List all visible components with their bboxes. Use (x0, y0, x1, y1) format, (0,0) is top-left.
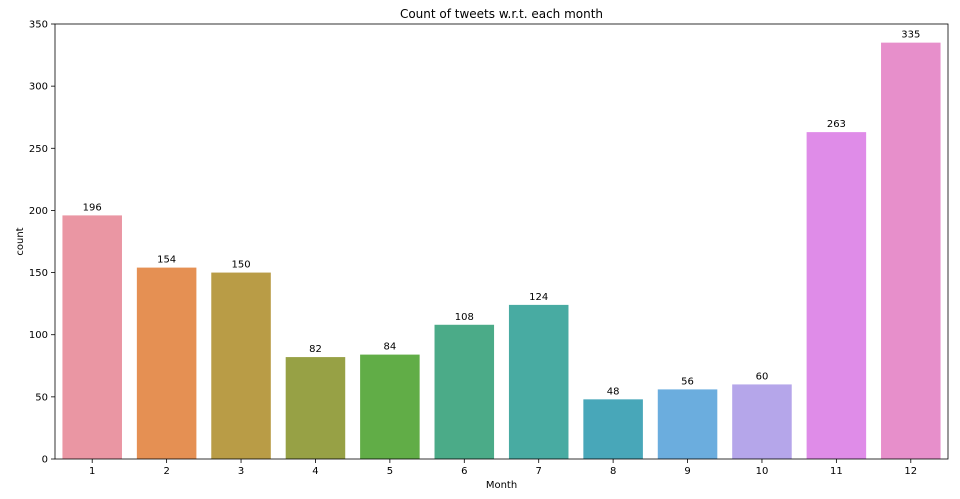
x-tick-label-2: 2 (163, 466, 169, 477)
y-tick-label-2: 100 (29, 330, 48, 341)
bar-5 (360, 354, 420, 459)
bar-7 (508, 304, 569, 459)
y-tick-label-4: 200 (29, 206, 48, 217)
bar-1 (62, 215, 122, 459)
x-tick-label-9: 9 (684, 466, 690, 477)
bar-11 (806, 132, 867, 459)
bar-4 (285, 357, 346, 459)
x-tick-label-11: 11 (830, 466, 843, 477)
bars-group: 196 154 150 82 84 108 124 48 56 60 263 335 (62, 30, 941, 460)
bar-value-label-3: 150 (231, 260, 250, 271)
x-tick-label-4: 4 (312, 466, 318, 477)
x-tick-label-6: 6 (461, 466, 467, 477)
y-tick-label-1: 50 (35, 392, 48, 403)
bar-12 (881, 42, 941, 460)
bar-value-label-10: 60 (756, 371, 769, 382)
x-tick-label-8: 8 (610, 466, 616, 477)
bar-value-label-5: 84 (384, 342, 397, 353)
bar-value-label-12: 335 (901, 30, 920, 41)
y-axis-label: count (15, 227, 26, 255)
bar-2 (136, 267, 197, 459)
bar-8 (583, 399, 643, 459)
bar-6 (434, 324, 495, 459)
bar-value-label-1: 196 (83, 202, 102, 213)
x-tick-label-1: 1 (89, 466, 95, 477)
y-tick-label-3: 150 (29, 268, 48, 279)
y-tick-label-6: 300 (29, 82, 48, 93)
y-tick-label-0: 0 (42, 455, 48, 466)
bar-10 (732, 384, 792, 459)
x-tick-label-10: 10 (756, 466, 769, 477)
chart-title: Count of tweets w.r.t. each month (400, 7, 603, 21)
y-tick-label-5: 250 (29, 144, 48, 155)
x-axis-label: Month (486, 480, 517, 491)
bar-value-label-4: 82 (309, 344, 322, 355)
x-axis-ticks: 1 2 3 4 5 6 7 8 9 10 11 12 (89, 459, 917, 477)
x-tick-label-3: 3 (238, 466, 244, 477)
bar-value-label-7: 124 (529, 292, 548, 303)
bar-value-label-11: 263 (827, 119, 846, 130)
y-axis-ticks: 0 50 100 150 200 250 300 350 (29, 20, 55, 466)
bar-3 (211, 272, 271, 459)
bar-value-label-9: 56 (681, 376, 694, 387)
x-tick-label-7: 7 (536, 466, 542, 477)
bar-value-label-8: 48 (607, 386, 620, 397)
bar-value-label-2: 154 (157, 255, 176, 266)
y-tick-label-7: 350 (29, 20, 48, 31)
x-tick-label-12: 12 (904, 466, 917, 477)
plot-frame (54, 23, 949, 460)
bar-9 (657, 389, 718, 459)
bar-value-label-6: 108 (455, 312, 474, 323)
x-tick-label-5: 5 (387, 466, 393, 477)
